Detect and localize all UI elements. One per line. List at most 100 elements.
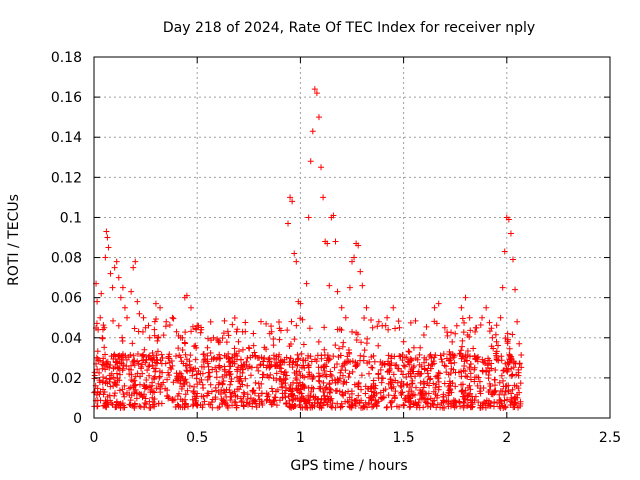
data-point bbox=[239, 346, 246, 353]
data-point bbox=[313, 90, 320, 97]
data-point bbox=[236, 378, 243, 385]
data-point bbox=[260, 371, 267, 378]
data-point bbox=[489, 334, 496, 341]
data-point bbox=[218, 386, 225, 393]
data-point bbox=[130, 352, 137, 359]
data-point bbox=[355, 383, 362, 390]
data-point bbox=[321, 324, 328, 331]
data-point bbox=[193, 371, 200, 378]
data-point bbox=[358, 372, 365, 379]
data-point bbox=[471, 352, 478, 359]
data-point bbox=[351, 254, 358, 261]
data-point bbox=[336, 388, 343, 395]
data-point bbox=[329, 400, 336, 407]
y-tick-label: 0.18 bbox=[51, 50, 82, 66]
data-point bbox=[349, 358, 356, 365]
data-point bbox=[330, 353, 337, 360]
data-point bbox=[400, 362, 407, 369]
data-point bbox=[130, 264, 137, 271]
data-point bbox=[150, 398, 157, 405]
data-point bbox=[103, 375, 110, 382]
data-point bbox=[459, 381, 466, 388]
data-point bbox=[282, 401, 289, 408]
data-point bbox=[276, 351, 283, 358]
data-point bbox=[421, 390, 428, 397]
data-point bbox=[173, 377, 180, 384]
data-point bbox=[347, 358, 354, 365]
data-point bbox=[372, 385, 379, 392]
data-point bbox=[270, 336, 277, 343]
data-point bbox=[416, 361, 423, 368]
data-point bbox=[368, 397, 375, 404]
data-point bbox=[355, 392, 362, 399]
data-point bbox=[417, 344, 424, 351]
data-point bbox=[286, 343, 293, 350]
data-point bbox=[100, 374, 107, 381]
data-point bbox=[183, 362, 190, 369]
data-point bbox=[337, 369, 344, 376]
data-point bbox=[429, 400, 436, 407]
data-point bbox=[214, 336, 221, 343]
data-point bbox=[460, 329, 467, 336]
data-point bbox=[192, 342, 199, 349]
data-point bbox=[468, 376, 475, 383]
data-point bbox=[309, 375, 316, 382]
data-point bbox=[452, 330, 459, 337]
data-point bbox=[182, 340, 189, 347]
data-point bbox=[410, 344, 417, 351]
data-point bbox=[345, 373, 352, 380]
y-tick-label: 0.14 bbox=[51, 130, 82, 146]
data-point bbox=[154, 337, 161, 344]
data-point bbox=[466, 382, 473, 389]
data-point bbox=[357, 357, 364, 364]
data-point bbox=[179, 374, 186, 381]
data-point bbox=[349, 328, 356, 335]
data-point bbox=[348, 404, 355, 411]
data-point bbox=[114, 377, 121, 384]
data-point bbox=[248, 364, 255, 371]
data-point bbox=[189, 396, 196, 403]
data-point bbox=[338, 367, 345, 374]
data-point bbox=[358, 339, 365, 346]
data-point bbox=[131, 377, 138, 384]
data-point bbox=[431, 354, 438, 361]
data-point bbox=[307, 393, 314, 400]
data-point bbox=[424, 370, 431, 377]
data-point bbox=[233, 402, 240, 409]
data-point bbox=[388, 362, 395, 369]
data-point bbox=[507, 230, 514, 237]
data-point bbox=[440, 350, 447, 357]
data-point bbox=[296, 401, 303, 408]
data-point bbox=[319, 372, 326, 379]
data-point bbox=[426, 376, 433, 383]
data-point bbox=[140, 351, 147, 358]
data-point bbox=[322, 371, 329, 378]
data-points bbox=[91, 86, 525, 411]
data-point bbox=[479, 356, 486, 363]
data-point bbox=[427, 365, 434, 372]
data-point bbox=[158, 360, 165, 367]
data-point bbox=[393, 361, 400, 368]
data-point bbox=[295, 355, 302, 362]
data-point bbox=[388, 378, 395, 385]
data-point bbox=[396, 352, 403, 359]
data-point bbox=[246, 400, 253, 407]
data-point bbox=[287, 194, 294, 201]
data-point bbox=[265, 356, 272, 363]
data-point bbox=[459, 343, 466, 350]
data-point bbox=[300, 395, 307, 402]
data-point bbox=[131, 362, 138, 369]
data-point bbox=[113, 399, 120, 406]
data-point bbox=[284, 327, 291, 334]
data-point bbox=[287, 382, 294, 389]
data-point bbox=[126, 385, 133, 392]
data-point bbox=[204, 360, 211, 367]
data-point bbox=[395, 318, 402, 325]
data-point bbox=[120, 391, 127, 398]
data-point bbox=[497, 314, 504, 321]
data-point bbox=[166, 359, 173, 366]
data-point bbox=[156, 374, 163, 381]
data-point bbox=[516, 360, 523, 367]
data-point bbox=[282, 380, 289, 387]
data-point bbox=[219, 373, 226, 380]
